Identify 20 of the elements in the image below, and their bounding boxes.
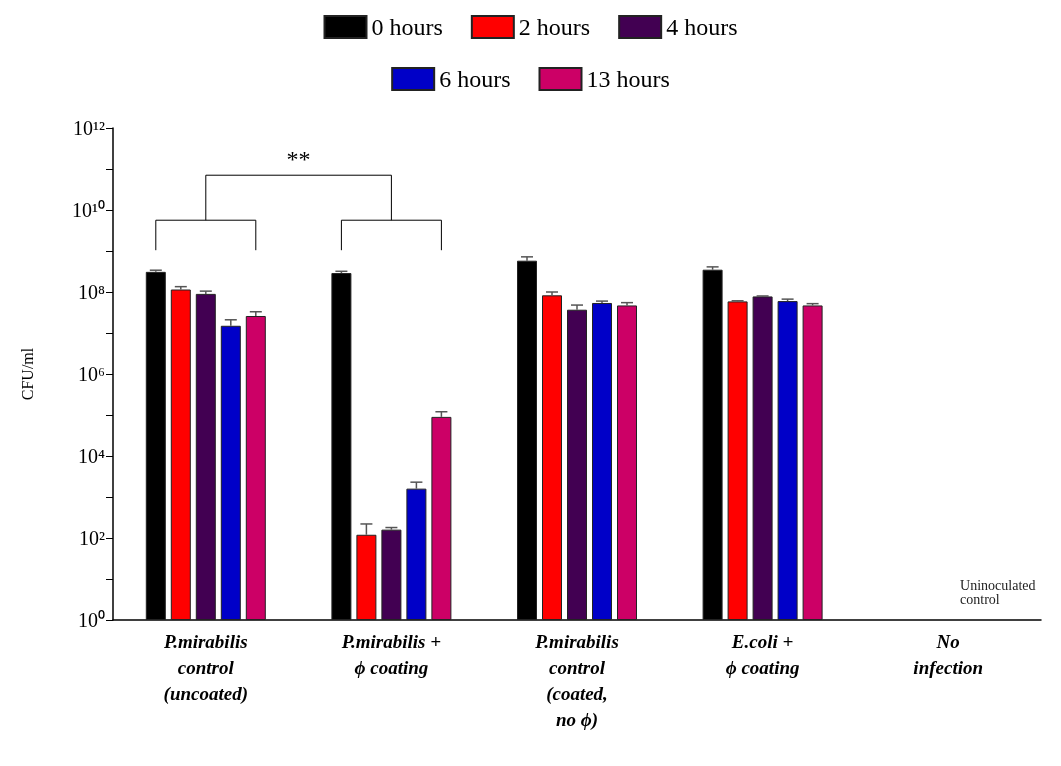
y-tick-label: 10¹² [73,117,105,139]
annotation: ** [286,146,311,173]
legend-label: 0 hours [371,14,443,40]
annotation: Uninoculated control [960,577,1039,607]
x-tick-label: No infection [913,630,984,678]
y-tick-label: 10⁸ [78,281,106,303]
x-tick-label: P.mirabilis + ϕ coating [340,630,441,678]
y-tick-label: 10² [79,527,105,549]
y-tick-label: 10⁰ [78,609,105,631]
legend-label: 13 hours [586,66,670,92]
legend-label: 2 hours [518,14,591,40]
legend-label: 6 hours [439,66,511,92]
y-tick-label: 10⁴ [78,445,106,467]
y-axis-title: CFU/ml [18,347,36,401]
y-tick-label: 10¹⁰ [72,199,105,221]
x-tick-label: P.mirabilis control (uncoated) [163,630,249,705]
y-tick-label: 10⁶ [78,363,106,385]
x-tick-label: E.coli + ϕ coating [725,630,800,678]
legend-label: 4 hours [666,14,738,40]
x-tick-label: P.mirabilis control (coated, no ϕ) [534,630,619,731]
